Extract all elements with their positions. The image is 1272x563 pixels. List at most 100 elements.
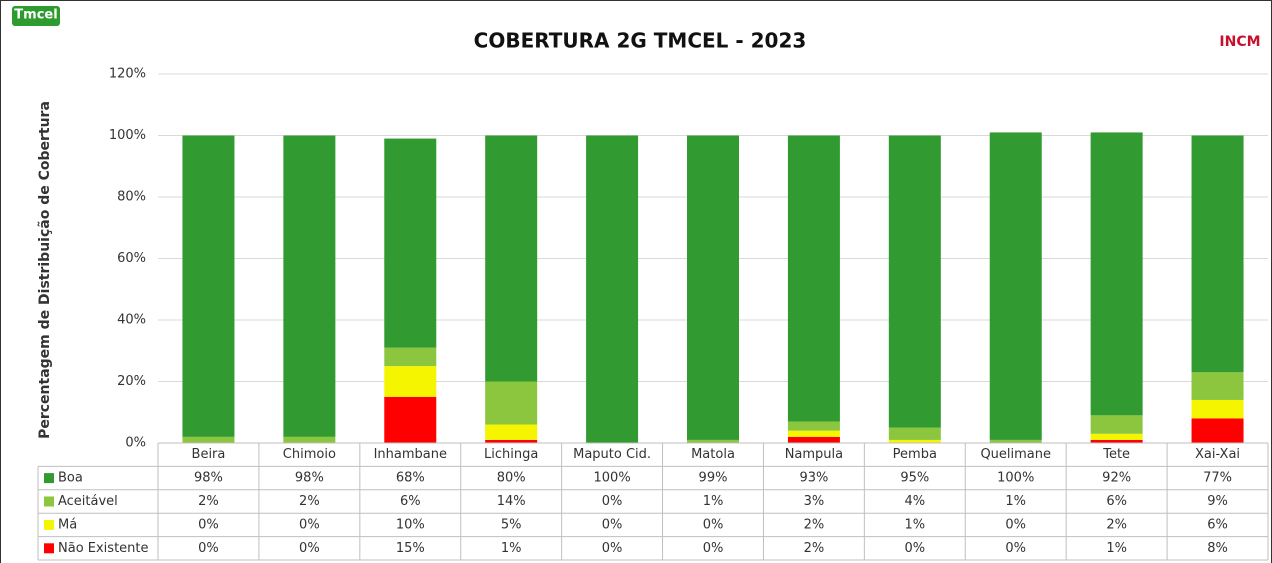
- y-tick-label: 120%: [109, 67, 146, 82]
- bar-segment: [787, 430, 840, 437]
- x-tick-label: Tete: [1102, 447, 1130, 462]
- table-value: 8%: [1207, 541, 1228, 556]
- table-value: 0%: [1005, 517, 1026, 532]
- bar-segment: [888, 439, 941, 443]
- table-value: 0%: [299, 517, 320, 532]
- legend-swatch: [44, 519, 54, 530]
- y-tick-label: 60%: [117, 251, 146, 266]
- bar-segment: [384, 396, 437, 443]
- table-value: 100%: [997, 471, 1034, 486]
- legend-label: Não Existente: [58, 541, 149, 556]
- x-tick-label: Xai-Xai: [1195, 447, 1240, 462]
- bar-segment: [283, 436, 336, 443]
- bar-segment: [182, 436, 235, 443]
- x-tick-label: Matola: [691, 447, 735, 462]
- y-axis-label: Percentagem de Distribuição de Cobertura: [37, 101, 53, 439]
- bar-segment: [888, 135, 941, 428]
- table-value: 0%: [703, 541, 724, 556]
- table-value: 68%: [396, 471, 425, 486]
- y-tick-label: 100%: [109, 128, 146, 143]
- table-value: 92%: [1102, 471, 1131, 486]
- bar-segment: [787, 421, 840, 431]
- bar-segment: [384, 347, 437, 367]
- table-value: 2%: [804, 517, 825, 532]
- bar-segment: [485, 381, 538, 425]
- table-value: 77%: [1203, 471, 1232, 486]
- bar-segment: [1191, 399, 1244, 419]
- table-value: 0%: [198, 517, 219, 532]
- table-value: 1%: [703, 494, 724, 509]
- table-value: 2%: [804, 541, 825, 556]
- table-value: 0%: [1005, 541, 1026, 556]
- y-tick-label: 40%: [117, 313, 146, 328]
- bar-segment: [1090, 433, 1143, 440]
- x-tick-label: Beira: [192, 447, 226, 462]
- bar-segment: [283, 135, 336, 437]
- table-value: 6%: [1106, 494, 1127, 509]
- table-value: 6%: [1207, 517, 1228, 532]
- y-tick-label: 0%: [125, 436, 146, 451]
- table-value: 2%: [299, 494, 320, 509]
- table-value: 5%: [501, 517, 522, 532]
- bar-segment: [384, 366, 437, 397]
- table-value: 0%: [602, 494, 623, 509]
- table-value: 2%: [198, 494, 219, 509]
- legend-swatch: [44, 543, 54, 554]
- bar-segment: [989, 439, 1042, 443]
- bar-segment: [485, 135, 538, 382]
- bar-segment: [586, 135, 639, 443]
- table-value: 6%: [400, 494, 421, 509]
- bar-segment: [687, 439, 739, 443]
- bar-segment: [1090, 439, 1143, 443]
- x-tick-label: Nampula: [785, 447, 843, 462]
- bar-segment: [687, 135, 739, 440]
- table-value: 0%: [703, 517, 724, 532]
- table-value: 0%: [602, 517, 623, 532]
- table-value: 14%: [497, 494, 526, 509]
- y-tick-label: 80%: [117, 190, 146, 205]
- x-tick-label: Chimoio: [283, 447, 336, 462]
- bar-segment: [485, 439, 538, 443]
- y-tick-label: 20%: [117, 374, 146, 389]
- table-value: 93%: [799, 471, 828, 486]
- bar-segment: [787, 135, 840, 422]
- legend-label: Má: [58, 517, 77, 532]
- legend-label: Boa: [58, 471, 83, 486]
- legend-swatch: [44, 473, 54, 484]
- bar-segment: [888, 427, 941, 440]
- x-tick-label: Pemba: [893, 447, 937, 462]
- table-value: 0%: [602, 541, 623, 556]
- table-value: 95%: [900, 471, 929, 486]
- table-value: 99%: [699, 471, 728, 486]
- bar-segment: [1191, 135, 1244, 373]
- table-value: 1%: [905, 517, 926, 532]
- table-value: 10%: [396, 517, 425, 532]
- legend-label: Aceitável: [58, 494, 118, 509]
- x-tick-label: Inhambane: [374, 447, 447, 462]
- chart-title: COBERTURA 2G TMCEL - 2023: [474, 29, 807, 53]
- table-value: 9%: [1207, 494, 1228, 509]
- table-value: 98%: [194, 471, 223, 486]
- logo-left: Tmcel: [14, 8, 57, 23]
- table-value: 1%: [1106, 541, 1127, 556]
- logo-left-bg: [12, 6, 60, 26]
- x-tick-label: Maputo Cid.: [573, 447, 651, 462]
- bar-segment: [787, 436, 840, 443]
- bar-segment: [485, 424, 538, 440]
- table-value: 80%: [497, 471, 526, 486]
- table-value: 100%: [594, 471, 631, 486]
- bar-segment: [989, 132, 1042, 440]
- table-value: 1%: [501, 541, 522, 556]
- table-value: 15%: [396, 541, 425, 556]
- bar-segment: [1090, 415, 1143, 434]
- table-value: 2%: [1106, 517, 1127, 532]
- x-tick-label: Quelimane: [980, 447, 1051, 462]
- logo-right: INCM: [1219, 34, 1260, 50]
- bar-segment: [1191, 418, 1244, 443]
- bar-segment: [1090, 132, 1143, 416]
- table-value: 0%: [198, 541, 219, 556]
- bar-segment: [182, 135, 235, 437]
- legend-swatch: [44, 496, 54, 507]
- table-value: 1%: [1005, 494, 1026, 509]
